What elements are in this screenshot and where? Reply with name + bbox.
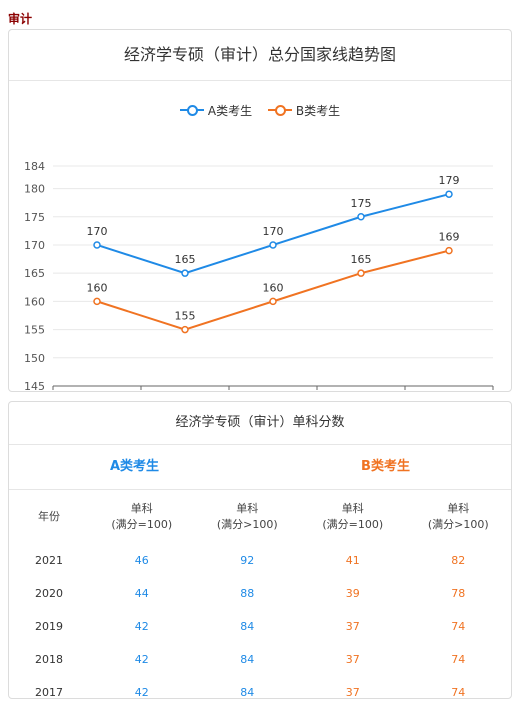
- data-label: 179: [439, 174, 460, 187]
- page-label: 审计: [8, 12, 33, 26]
- table-row: 2021 46 92 41 82: [9, 544, 511, 577]
- data-label: 160: [263, 281, 284, 294]
- legend-item-a[interactable]: A类考生: [179, 102, 253, 119]
- y-tick-label: 150: [24, 352, 45, 365]
- cell-a-100: 44: [134, 587, 149, 600]
- cell-b-100: 37: [345, 620, 360, 633]
- cell-b-100: 41: [345, 554, 360, 567]
- cell-a-over: 88: [240, 587, 255, 600]
- chart-legend: A类考生 B类考生: [9, 100, 511, 119]
- y-tick-label: 170: [24, 239, 45, 252]
- table-row: 2020 44 88 39 78: [9, 577, 511, 610]
- data-point: [357, 213, 365, 221]
- cell-b-100: 39: [345, 587, 360, 600]
- legend-marker-b-icon: [267, 105, 292, 116]
- cell-b-over: 82: [451, 554, 466, 567]
- cell-b-over: 78: [451, 587, 466, 600]
- header-a-100: 单科 (满分=100): [89, 490, 195, 544]
- chart-card: 经济学专硕（审计）总分国家线趋势图 A类考生 B类考生 145 150 155 160…: [8, 29, 512, 392]
- header-b-over-line2: (满分>100): [427, 518, 489, 531]
- header-year: 年份: [38, 510, 60, 523]
- legend-label-b: B类考生: [295, 103, 341, 118]
- data-point: [445, 190, 453, 198]
- data-label: 169: [439, 231, 460, 244]
- data-label: 175: [351, 197, 372, 210]
- header-b-over: 单科 (满分>100): [406, 490, 512, 544]
- cell-b-100: 37: [345, 686, 360, 699]
- cell-a-over: 84: [240, 620, 255, 633]
- data-label: 165: [175, 253, 196, 266]
- data-point: [269, 241, 277, 249]
- data-label: 170: [87, 225, 108, 238]
- cell-b-over: 74: [451, 620, 466, 633]
- cell-year: 2019: [35, 620, 63, 633]
- line-chart: 1451501551601651701751801842017201820192…: [24, 160, 494, 390]
- header-a-over-line2: (满分>100): [216, 518, 278, 531]
- header-a-over: 单科 (满分>100): [195, 490, 301, 544]
- header-b-over-line1: 单科: [447, 502, 470, 515]
- cell-year: 2020: [35, 587, 63, 600]
- header-a-100-line2: (满分=100): [111, 518, 173, 531]
- y-tick-label: 145: [24, 380, 45, 390]
- chart-title: 经济学专硕（审计）总分国家线趋势图: [9, 30, 511, 81]
- cell-a-over: 84: [240, 686, 255, 699]
- table-header-row: 年份 单科 (满分=100) 单科 (满分>100) 单科 (满分=100) 单科 (满…: [9, 490, 511, 544]
- table-row: 2017 42 84 37 74: [9, 676, 511, 709]
- cell-b-over: 74: [451, 686, 466, 699]
- data-label: 165: [351, 253, 372, 266]
- score-table: 年份 单科 (满分=100) 单科 (满分>100) 单科 (满分=100) 单科 (满…: [9, 490, 511, 709]
- y-tick-label: 175: [24, 211, 45, 224]
- data-label: 155: [175, 310, 196, 323]
- cell-a-100: 42: [134, 620, 149, 633]
- cell-year: 2021: [35, 554, 63, 567]
- legend-marker-a-icon: [179, 105, 204, 116]
- cell-year: 2018: [35, 653, 63, 666]
- cell-a-100: 42: [134, 686, 149, 699]
- y-tick-label: 155: [24, 324, 45, 337]
- data-point: [445, 246, 453, 255]
- cell-b-100: 37: [345, 653, 360, 666]
- group-header-row: A类考生 B类考生: [9, 445, 511, 490]
- header-b-100-line2: (满分=100): [322, 518, 384, 531]
- y-tick-label: 165: [24, 267, 45, 280]
- table-row: 2018 42 84 37 74: [9, 643, 511, 676]
- y-tick-label: 160: [24, 295, 45, 308]
- group-b-label: B类考生: [361, 459, 410, 474]
- cell-a-over: 84: [240, 653, 255, 666]
- header-a-over-line1: 单科: [236, 502, 259, 515]
- group-a-label: A类考生: [109, 459, 160, 474]
- cell-a-100: 46: [134, 554, 149, 567]
- score-table-card: 经济学专硕（审计）单科分数 A类考生 B类考生 年份 单科 (满分=100) 单科…: [8, 401, 512, 699]
- y-tick-label: 184: [24, 160, 45, 173]
- cell-a-100: 42: [134, 653, 149, 666]
- data-point: [181, 325, 189, 334]
- cell-b-over: 74: [451, 653, 466, 666]
- header-b-100-line1: 单科: [341, 502, 364, 515]
- data-point: [357, 269, 365, 277]
- data-point: [269, 297, 277, 306]
- y-tick-label: 180: [24, 183, 45, 196]
- header-b-100: 单科 (满分=100): [300, 490, 406, 544]
- data-point: [93, 297, 101, 306]
- table-title: 经济学专硕（审计）单科分数: [9, 402, 511, 445]
- data-point: [93, 241, 101, 249]
- legend-label-a: A类考生: [207, 103, 253, 118]
- data-label: 160: [87, 281, 108, 294]
- cell-year: 2017: [35, 686, 63, 699]
- data-point: [181, 269, 189, 277]
- legend-item-b[interactable]: B类考生: [267, 102, 341, 119]
- data-label: 170: [263, 225, 284, 238]
- cell-a-over: 92: [240, 554, 255, 567]
- header-a-100-line1: 单科: [130, 502, 153, 515]
- table-row: 2019 42 84 37 74: [9, 610, 511, 643]
